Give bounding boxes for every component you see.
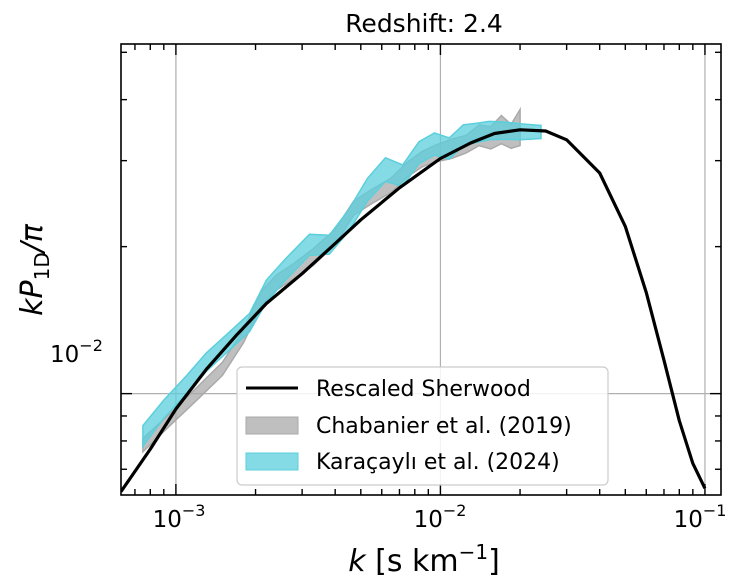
legend-label-karacayli: Karaçaylı et al. (2024) [316,450,560,475]
legend-swatch-chabanier [245,416,299,435]
chart-title: Redshift: 2.4 [345,9,503,38]
y-axis-label: kP1D/π [15,223,54,316]
x-tick-label-2: 10−1 [674,501,727,533]
line-rescaled-sherwood [121,128,707,493]
legend: Rescaled Sherwood Chabanier et al. (2019… [236,366,609,486]
y-tick-label-0: 10−2 [50,336,103,368]
legend-swatch-karacayli [245,452,299,471]
plot-frame [120,43,722,496]
x-axis-label: k [s km−1] [348,540,500,579]
legend-label-sherwood: Rescaled Sherwood [316,377,531,402]
x-tick-label-0: 10−3 [153,501,206,533]
legend-label-chabanier: Chabanier et al. (2019) [316,414,572,439]
x-tick-label-1: 10−2 [414,501,467,533]
legend-box [236,366,609,486]
axis-ticks [121,44,721,495]
data-layer [121,106,707,493]
band-kara-ayl-et-al-2024 [142,120,542,449]
